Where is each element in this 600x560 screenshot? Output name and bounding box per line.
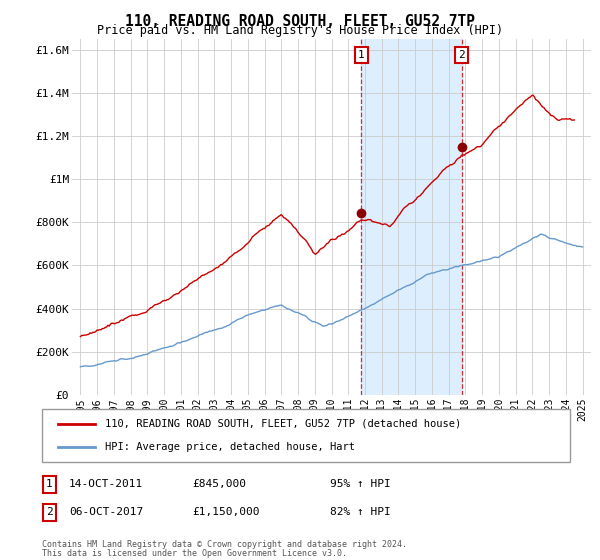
- Text: 2: 2: [46, 507, 53, 517]
- Text: Contains HM Land Registry data © Crown copyright and database right 2024.: Contains HM Land Registry data © Crown c…: [42, 540, 407, 549]
- Text: £1,150,000: £1,150,000: [192, 507, 260, 517]
- Text: 95% ↑ HPI: 95% ↑ HPI: [330, 479, 391, 489]
- Text: 110, READING ROAD SOUTH, FLEET, GU52 7TP: 110, READING ROAD SOUTH, FLEET, GU52 7TP: [125, 14, 475, 29]
- Text: 06-OCT-2017: 06-OCT-2017: [69, 507, 143, 517]
- Text: £845,000: £845,000: [192, 479, 246, 489]
- Text: 14-OCT-2011: 14-OCT-2011: [69, 479, 143, 489]
- Text: This data is licensed under the Open Government Licence v3.0.: This data is licensed under the Open Gov…: [42, 549, 347, 558]
- Text: Price paid vs. HM Land Registry's House Price Index (HPI): Price paid vs. HM Land Registry's House …: [97, 24, 503, 37]
- Text: 1: 1: [46, 479, 53, 489]
- Text: HPI: Average price, detached house, Hart: HPI: Average price, detached house, Hart: [106, 442, 355, 452]
- Text: 2: 2: [458, 50, 465, 60]
- FancyBboxPatch shape: [42, 409, 570, 462]
- Text: 110, READING ROAD SOUTH, FLEET, GU52 7TP (detached house): 110, READING ROAD SOUTH, FLEET, GU52 7TP…: [106, 419, 461, 429]
- Text: 82% ↑ HPI: 82% ↑ HPI: [330, 507, 391, 517]
- Text: 1: 1: [358, 50, 365, 60]
- Bar: [361, 39, 461, 395]
